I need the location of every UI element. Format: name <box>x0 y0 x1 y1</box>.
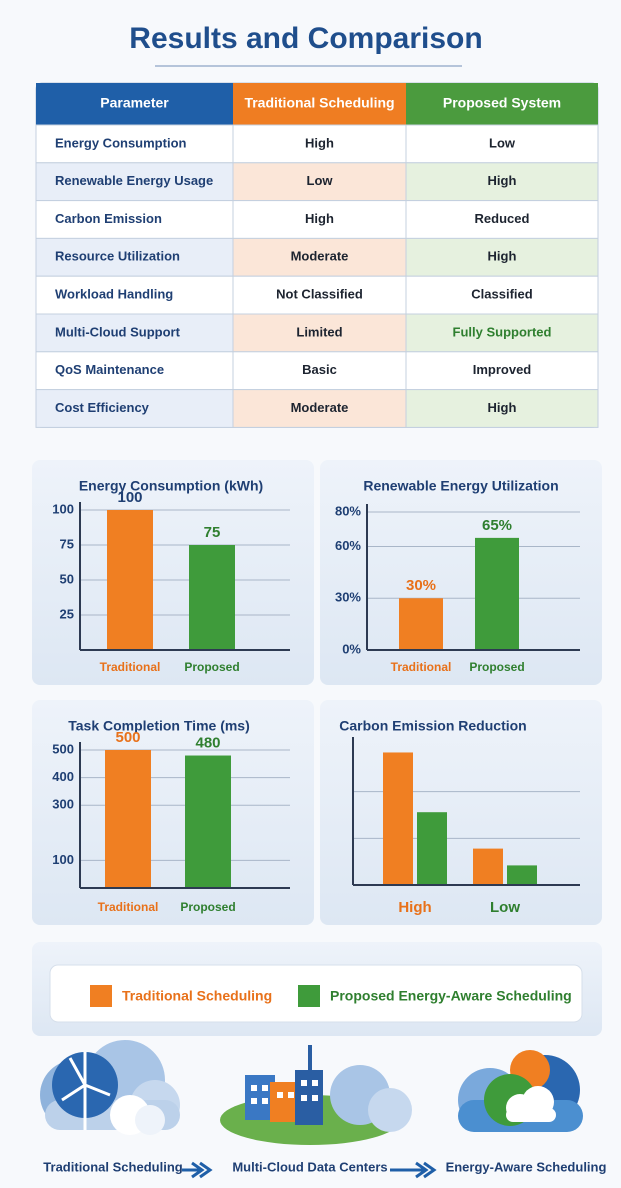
cell-value: Basic <box>302 362 337 377</box>
comparison-table: Parameter Traditional Scheduling Proposed … <box>36 83 598 427</box>
row-label: Multi-Cloud Support <box>55 324 181 339</box>
cell-value: Fully Supported <box>453 324 552 339</box>
y-tick-label: 75 <box>60 536 74 551</box>
chart-panel <box>32 460 314 685</box>
x-tick-label: Low <box>490 899 520 916</box>
row-label: Energy Consumption <box>55 135 187 150</box>
chart-panel <box>320 460 602 685</box>
cell-value: Limited <box>296 324 342 339</box>
row-label: QoS Maintenance <box>55 362 164 377</box>
cell-value: High <box>488 173 517 188</box>
footer-label: Multi-Cloud Data Centers <box>232 1159 387 1174</box>
y-tick-label: 50 <box>60 571 74 586</box>
footer-label: Traditional Scheduling <box>43 1159 182 1174</box>
legend: Traditional Scheduling Proposed Energy-Aw… <box>90 985 572 1007</box>
x-tick-label: Proposed <box>184 660 239 674</box>
cell-value: Improved <box>473 362 532 377</box>
footer: Traditional Scheduling Multi-Cloud Data C… <box>43 1159 606 1177</box>
legend-label: Traditional Scheduling <box>122 988 272 1004</box>
page-title: Results and Comparison <box>129 22 482 55</box>
cell-value: Classified <box>471 287 532 302</box>
cell-value: Moderate <box>291 400 349 415</box>
y-tick-label: 500 <box>52 741 74 756</box>
value-label: 30% <box>406 577 436 594</box>
infographic: Results and Comparison Parameter Traditio… <box>0 0 621 1188</box>
y-tick-label: 60% <box>335 538 361 553</box>
cell-value: High <box>305 211 334 226</box>
header-label: Traditional Scheduling <box>244 95 394 111</box>
chart-panel <box>320 700 602 925</box>
chart-panel <box>32 700 314 925</box>
footer-label: Energy-Aware Scheduling <box>446 1159 607 1174</box>
y-tick-label: 100 <box>52 501 74 516</box>
cell-value: Not Classified <box>276 287 363 302</box>
chart-title: Renewable Energy Utilization <box>363 478 558 494</box>
bar <box>105 750 151 888</box>
bar <box>507 865 537 885</box>
bar <box>475 538 519 650</box>
legend-swatch <box>298 985 320 1007</box>
cell-value: High <box>488 249 517 264</box>
row-label: Carbon Emission <box>55 211 162 226</box>
x-tick-label: High <box>398 899 431 916</box>
chart-title: Carbon Emission Reduction <box>339 718 526 734</box>
row-label: Cost Efficiency <box>55 400 150 415</box>
bar <box>107 510 153 650</box>
y-tick-label: 80% <box>335 503 361 518</box>
x-tick-label: Proposed <box>469 660 524 674</box>
bar <box>383 752 413 885</box>
value-label: 480 <box>195 734 220 751</box>
row-label: Workload Handling <box>55 287 173 302</box>
cell-value: High <box>488 400 517 415</box>
value-label: 500 <box>115 729 140 746</box>
cell-value: Moderate <box>291 249 349 264</box>
y-tick-label: 30% <box>335 590 361 605</box>
value-label: 65% <box>482 517 512 534</box>
x-tick-label: Traditional <box>98 900 159 914</box>
y-tick-label: 100 <box>52 852 74 867</box>
row-label: Resource Utilization <box>55 249 180 264</box>
bar <box>417 812 447 885</box>
x-tick-label: Traditional <box>391 660 452 674</box>
y-tick-label: 400 <box>52 769 74 784</box>
bar <box>473 849 503 885</box>
header-label: Proposed System <box>443 95 561 111</box>
cell-value: Low <box>307 173 334 188</box>
y-tick-label: 300 <box>52 797 74 812</box>
x-tick-label: Traditional <box>100 660 161 674</box>
legend-swatch <box>90 985 112 1007</box>
cell-value: High <box>305 135 334 150</box>
x-tick-label: Proposed <box>180 900 235 914</box>
bar <box>399 598 443 650</box>
chart-title: Energy Consumption (kWh) <box>79 478 263 494</box>
y-tick-label: 0% <box>342 641 361 656</box>
chart-title: Task Completion Time (ms) <box>68 718 250 734</box>
header-label: Parameter <box>100 95 169 111</box>
bar <box>189 545 235 650</box>
row-label: Renewable Energy Usage <box>55 173 213 188</box>
cell-value: Reduced <box>475 211 530 226</box>
legend-label: Proposed Energy-Aware Scheduling <box>330 988 572 1004</box>
cell-value: Low <box>489 135 516 150</box>
y-tick-label: 25 <box>60 606 74 621</box>
value-label: 75 <box>204 524 221 541</box>
bar <box>185 756 231 888</box>
value-label: 100 <box>117 489 142 506</box>
